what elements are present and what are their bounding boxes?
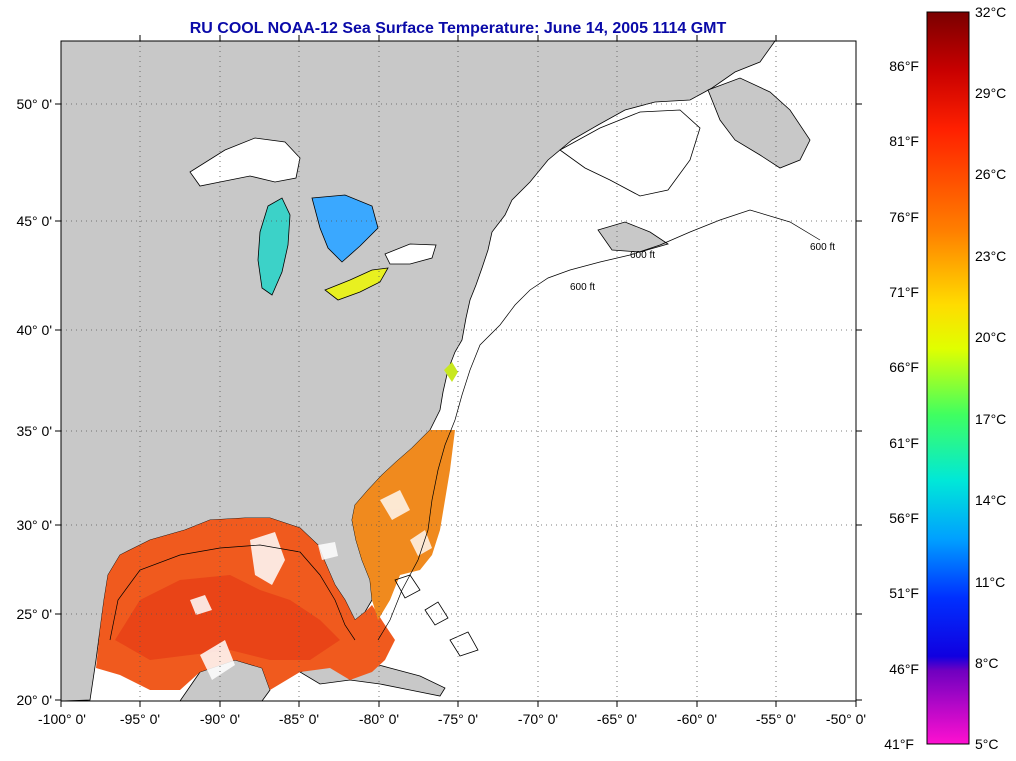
- celsius-label: 8°C: [975, 655, 999, 671]
- colorbar: [926, 11, 970, 745]
- lat-label: 50° 0': [16, 96, 52, 112]
- mid-atlantic-sst: [444, 362, 458, 382]
- lat-label: 25° 0': [16, 606, 52, 622]
- fahrenheit-label: 61°F: [889, 435, 919, 451]
- lon-label: -65° 0': [597, 711, 637, 727]
- isobath-600ft: [377, 209, 821, 641]
- lake-superior: [189, 137, 301, 187]
- lon-label: -100° 0': [38, 711, 86, 727]
- colorbar-fahrenheit-labels: 86°F 81°F 76°F 71°F 66°F 61°F 56°F 51°F …: [884, 58, 919, 752]
- lon-label: -90° 0': [200, 711, 240, 727]
- celsius-label: 20°C: [975, 329, 1006, 345]
- isobath-gulf: [109, 544, 356, 641]
- fahrenheit-label: 86°F: [889, 58, 919, 74]
- lake-erie: [324, 267, 389, 301]
- celsius-label: 26°C: [975, 166, 1006, 182]
- fahrenheit-label: 81°F: [889, 133, 919, 149]
- celsius-label: 14°C: [975, 492, 1006, 508]
- fahrenheit-label: 56°F: [889, 510, 919, 526]
- great-lakes: [189, 109, 701, 301]
- lat-label: 35° 0': [16, 423, 52, 439]
- colorbar-celsius-labels: 32°C 29°C 26°C 23°C 20°C 17°C 14°C 11°C …: [975, 4, 1006, 752]
- celsius-label: 23°C: [975, 248, 1006, 264]
- celsius-label: 29°C: [975, 85, 1006, 101]
- lon-label: -60° 0': [677, 711, 717, 727]
- lon-label: -70° 0': [518, 711, 558, 727]
- map-title: RU COOL NOAA-12 Sea Surface Temperature:…: [189, 20, 727, 37]
- nova-scotia-land: [597, 221, 669, 253]
- lon-label: -55° 0': [756, 711, 796, 727]
- isobath-label-3: 600 ft: [810, 242, 835, 253]
- atlantic-sst: [352, 430, 455, 620]
- lon-ticks: [60, 35, 857, 707]
- fahrenheit-label: 46°F: [889, 661, 919, 677]
- celsius-label: 5°C: [975, 736, 999, 752]
- lat-label: 45° 0': [16, 213, 52, 229]
- gulf-sst-warm: [115, 575, 340, 660]
- celsius-label: 11°C: [975, 574, 1005, 590]
- lon-label: -50° 0': [826, 711, 866, 727]
- newfoundland-land: [707, 77, 811, 169]
- fahrenheit-label: 76°F: [889, 209, 919, 225]
- fahrenheit-label: 66°F: [889, 359, 919, 375]
- lake-ontario: [384, 243, 437, 265]
- fahrenheit-label: 71°F: [889, 284, 919, 300]
- lon-labels: -100° 0' -95° 0' -90° 0' -85° 0' -80° 0'…: [38, 711, 866, 727]
- lat-ticks: [55, 103, 862, 701]
- lon-label: -85° 0': [279, 711, 319, 727]
- lat-label: 30° 0': [16, 517, 52, 533]
- isobath-label-1: 600 ft: [570, 282, 595, 293]
- fahrenheit-label: 41°F: [884, 736, 914, 752]
- gulf-of-st-lawrence: [559, 109, 701, 197]
- lat-label: 40° 0': [16, 322, 52, 338]
- lon-label: -75° 0': [438, 711, 478, 727]
- celsius-label: 32°C: [975, 4, 1006, 20]
- lat-labels: 50° 0' 45° 0' 40° 0' 35° 0' 30° 0' 25° 0…: [16, 96, 52, 708]
- bahamas: [394, 574, 479, 657]
- lon-label: -95° 0': [120, 711, 160, 727]
- lon-label: -80° 0': [359, 711, 399, 727]
- lat-label: 20° 0': [16, 692, 52, 708]
- graticule: [61, 41, 856, 701]
- lake-huron: [311, 194, 379, 263]
- isobath-label-2: 600 ft: [630, 250, 655, 261]
- lake-michigan: [257, 197, 291, 296]
- celsius-label: 17°C: [975, 411, 1006, 427]
- atlantic-cloud: [380, 490, 432, 556]
- fahrenheit-label: 51°F: [889, 585, 919, 601]
